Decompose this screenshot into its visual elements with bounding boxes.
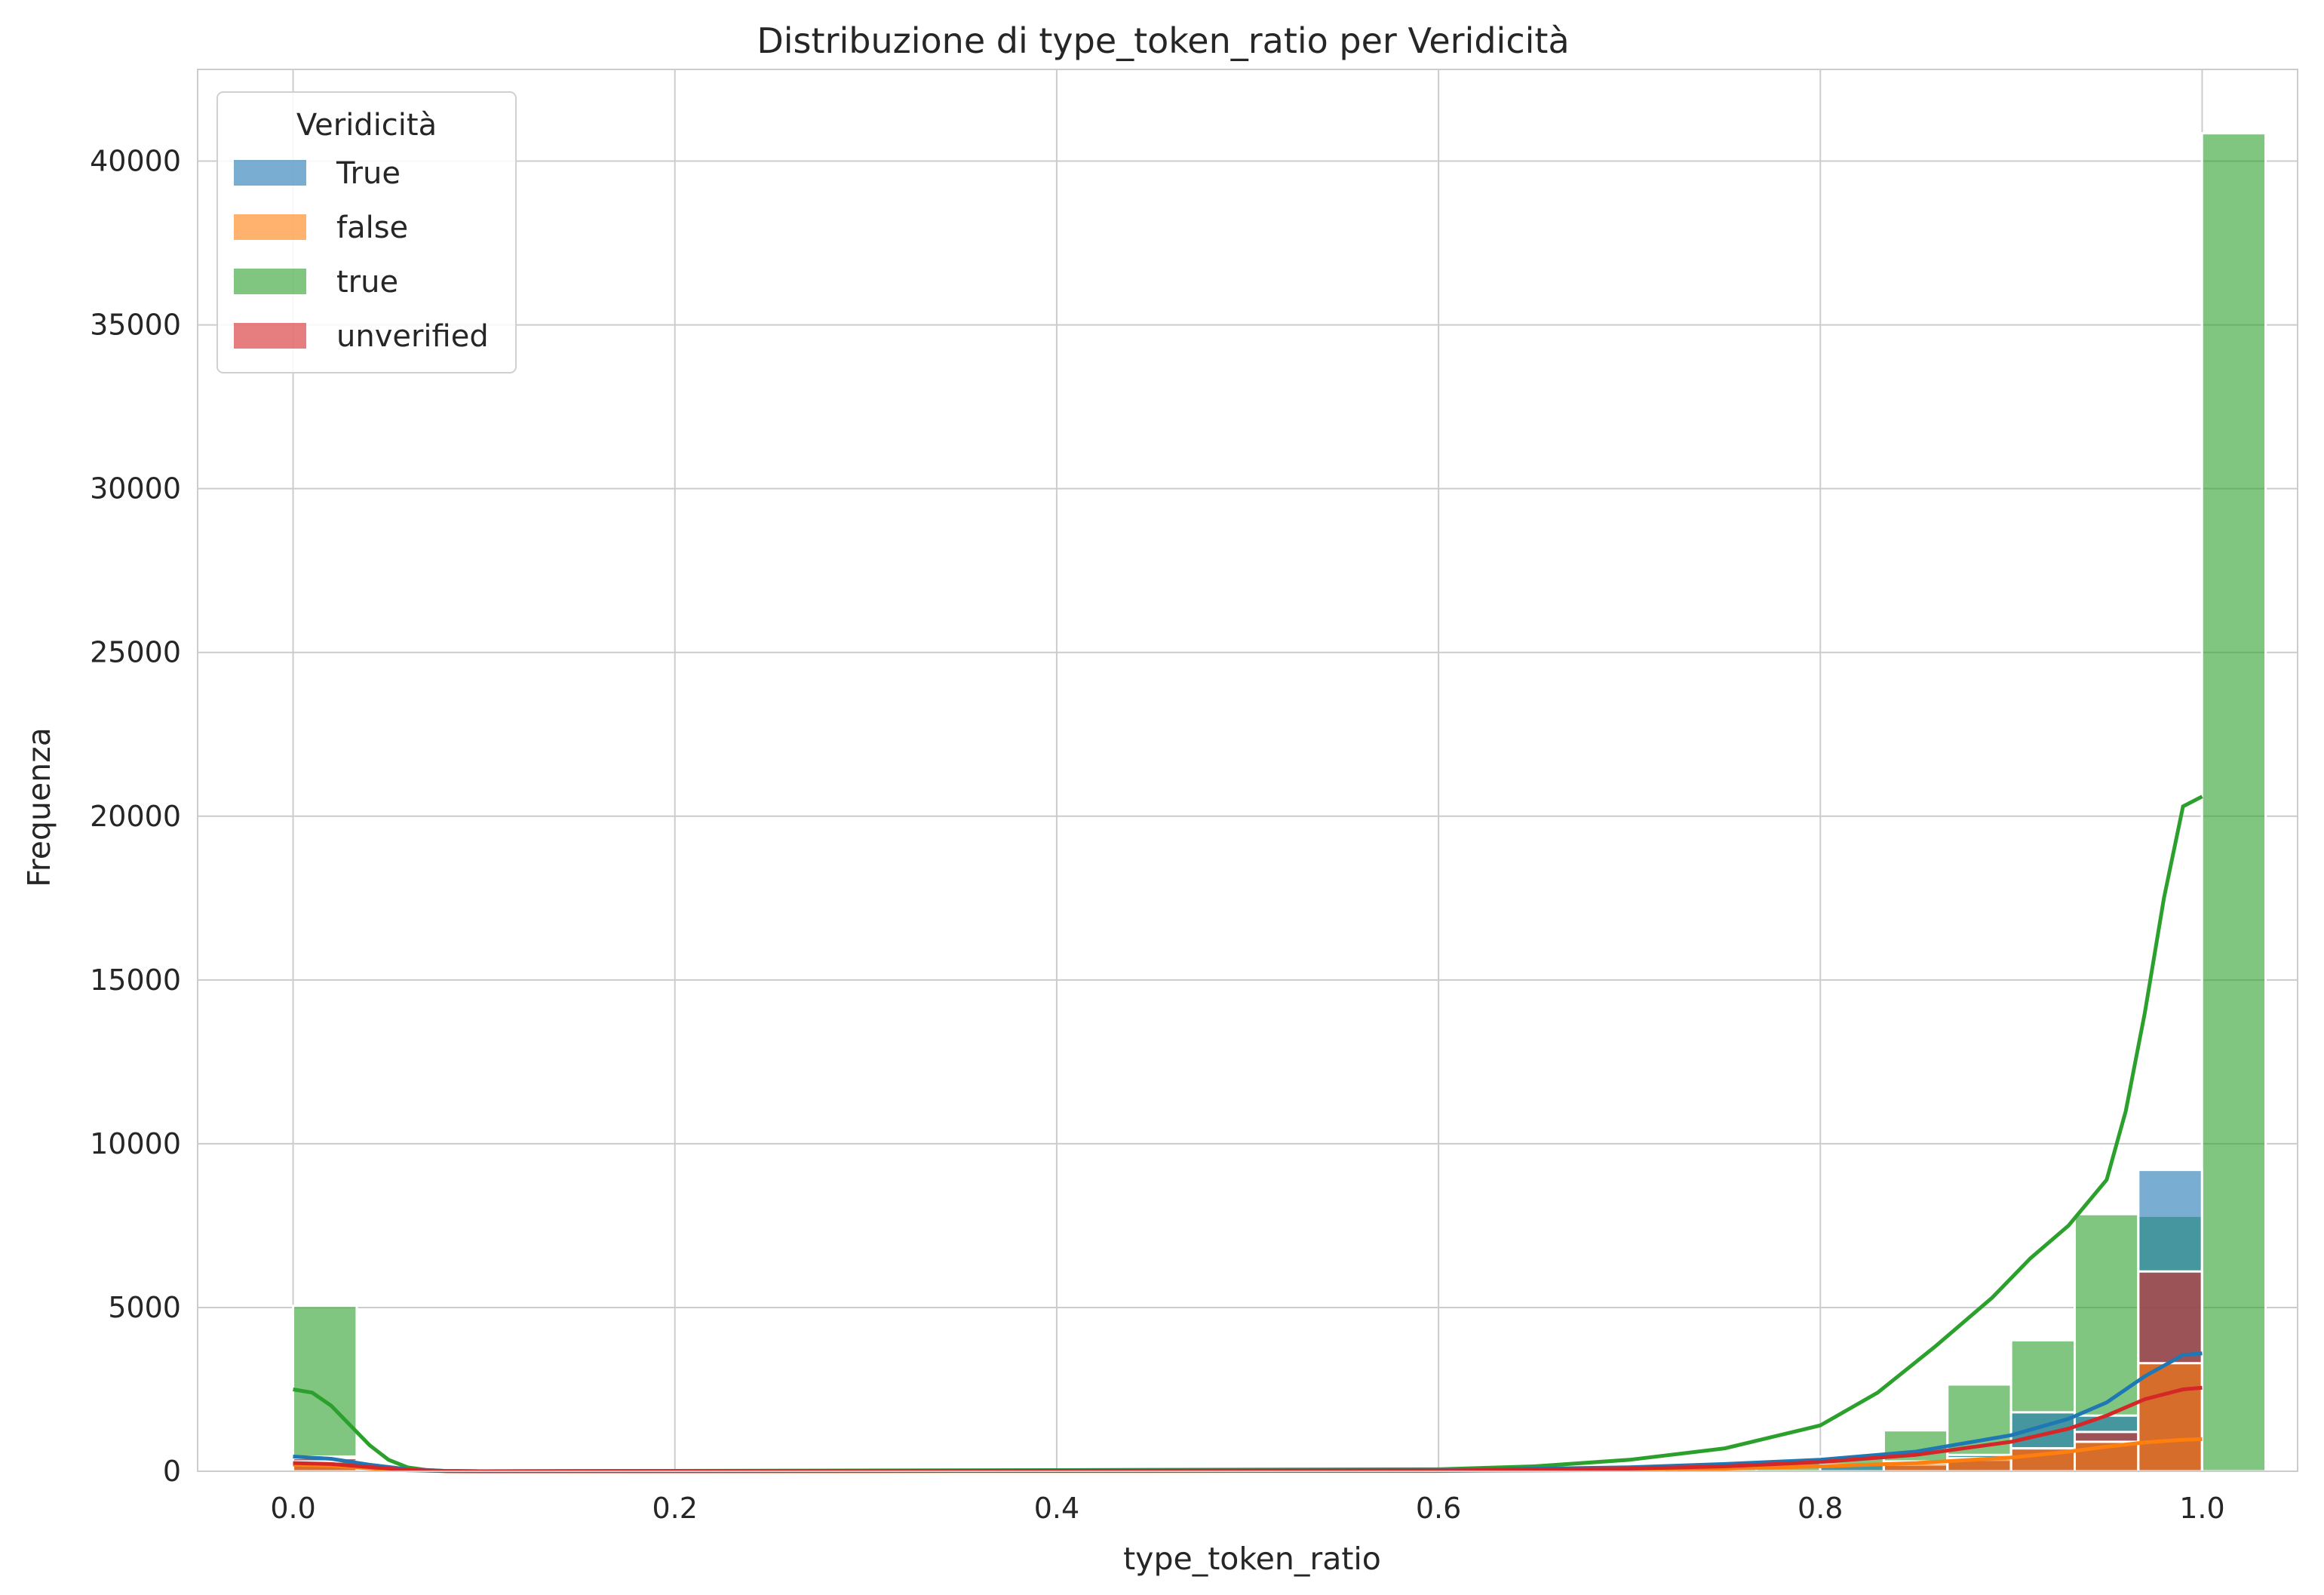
legend: Veridicità True false true unverified <box>216 91 517 373</box>
chart-title: Distribuzione di type_token_ratio per Ve… <box>757 20 1569 61</box>
legend-label-true: true <box>336 265 398 300</box>
kde-line-true <box>293 794 2203 1474</box>
axes-frame <box>197 69 2298 1472</box>
legend-label-True: True <box>336 156 401 191</box>
legend-swatch-false <box>234 214 306 240</box>
kde-line-unverified <box>293 1385 2203 1474</box>
y-tick-label: 25000 <box>90 636 181 669</box>
legend-title: Veridicità <box>296 108 437 143</box>
y-tick-label: 0 <box>163 1455 181 1488</box>
x-axis-label: type_token_ratio <box>1123 1541 1381 1577</box>
legend-label-false: false <box>336 211 408 245</box>
plot-frame <box>197 69 2298 1472</box>
x-tick-label: 0.6 <box>1416 1492 1461 1525</box>
bar-true <box>2200 132 2267 1473</box>
tick-labels: 0.0 0.2 0.4 0.6 0.8 1.0 0 5000 10000 15000 20000 25… <box>90 145 2225 1525</box>
x-tick-label: 0.4 <box>1034 1492 1079 1525</box>
bar-false <box>2137 1362 2203 1473</box>
legend-swatch-unverified <box>234 323 306 349</box>
legend-label-unverified: unverified <box>336 319 489 354</box>
bar-true <box>292 1305 358 1473</box>
y-tick-label: 35000 <box>90 309 181 342</box>
kde-lines <box>293 794 2203 1474</box>
y-tick-label: 10000 <box>90 1127 181 1160</box>
legend-swatch-True <box>234 160 306 186</box>
x-tick-label: 1.0 <box>2179 1492 2224 1525</box>
y-axis-label: Frequenza <box>21 727 57 887</box>
x-tick-label: 0.8 <box>1797 1492 1843 1525</box>
gridlines <box>198 69 2298 1472</box>
x-tick-label: 0.0 <box>270 1492 315 1525</box>
x-tick-label: 0.2 <box>652 1492 698 1525</box>
y-tick-label: 30000 <box>90 472 181 506</box>
y-tick-label: 20000 <box>90 800 181 833</box>
legend-swatch-true <box>234 269 306 294</box>
y-tick-label: 40000 <box>90 145 181 178</box>
y-tick-label: 15000 <box>90 963 181 997</box>
y-tick-label: 5000 <box>108 1291 181 1324</box>
